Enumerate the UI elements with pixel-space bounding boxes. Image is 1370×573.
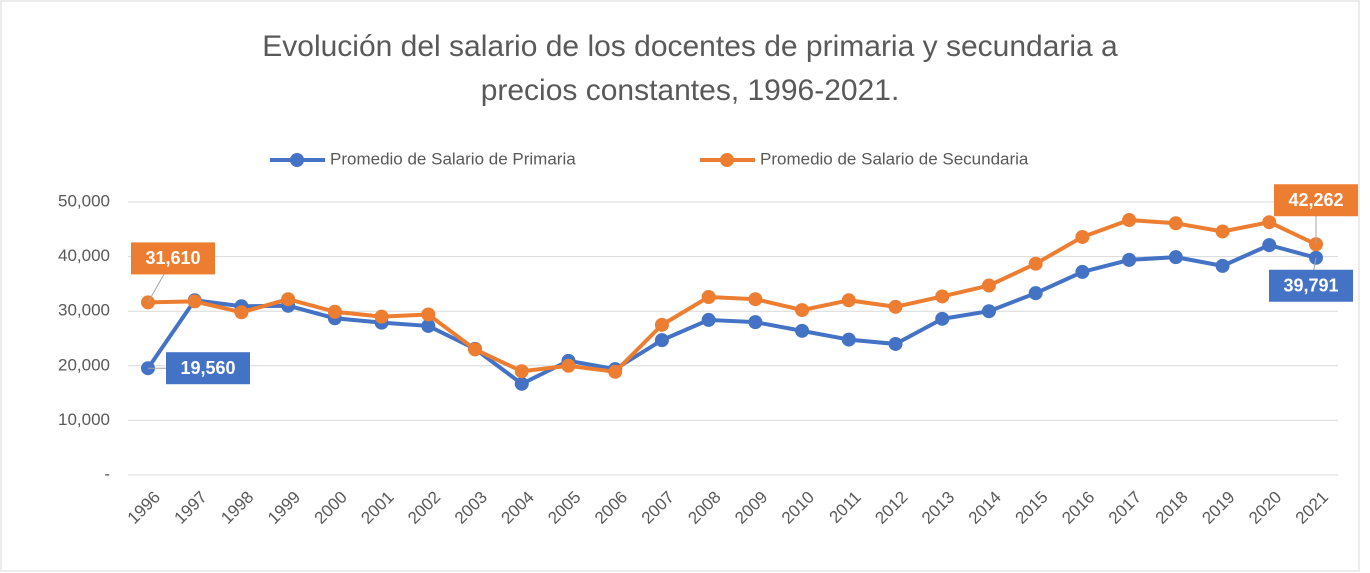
data-point bbox=[234, 305, 249, 320]
data-point bbox=[795, 323, 810, 338]
data-point bbox=[748, 292, 763, 307]
data-point bbox=[281, 292, 296, 307]
data-point bbox=[981, 304, 996, 319]
data-point bbox=[795, 303, 810, 318]
data-point bbox=[468, 342, 483, 357]
data-point bbox=[608, 364, 623, 379]
data-point bbox=[327, 304, 342, 319]
data-point bbox=[841, 293, 856, 308]
data-point bbox=[1028, 256, 1043, 271]
data-point bbox=[1215, 258, 1230, 273]
data-point bbox=[187, 294, 202, 309]
data-point bbox=[935, 311, 950, 326]
series-line bbox=[146, 243, 1317, 386]
data-point bbox=[654, 333, 669, 348]
data-point bbox=[1215, 224, 1230, 239]
data-point bbox=[1122, 252, 1137, 267]
data-point bbox=[1028, 286, 1043, 301]
label-box bbox=[131, 242, 215, 275]
chart-title: Evolución del salario de los docentes de… bbox=[262, 30, 1118, 107]
data-label: 42,262 bbox=[1288, 190, 1343, 210]
y-tick-label: - bbox=[104, 464, 110, 483]
legend-marker bbox=[290, 153, 304, 167]
data-point bbox=[748, 315, 763, 330]
label-box bbox=[1274, 184, 1358, 217]
legend-label: Promedio de Salario de Primaria bbox=[330, 149, 576, 168]
data-point bbox=[1075, 264, 1090, 279]
y-tick-label: 40,000 bbox=[58, 246, 110, 265]
data-point bbox=[561, 358, 576, 373]
data-point bbox=[701, 290, 716, 305]
data-point bbox=[841, 332, 856, 347]
data-point bbox=[514, 364, 529, 379]
data-point bbox=[888, 299, 903, 314]
data-point bbox=[981, 278, 996, 293]
legend-label: Promedio de Salario de Secundaria bbox=[760, 149, 1029, 168]
data-point bbox=[421, 307, 436, 322]
data-point bbox=[1075, 229, 1090, 244]
y-tick-label: 30,000 bbox=[58, 301, 110, 320]
data-label: 39,791 bbox=[1283, 275, 1338, 295]
data-point bbox=[1122, 213, 1137, 228]
data-point bbox=[374, 309, 389, 324]
label-box bbox=[1269, 269, 1353, 302]
data-point bbox=[1168, 216, 1183, 231]
data-point bbox=[654, 317, 669, 332]
data-label: 31,610 bbox=[145, 248, 200, 268]
y-tick-label: 10,000 bbox=[58, 410, 110, 429]
y-tick-label: 50,000 bbox=[58, 191, 110, 210]
data-point bbox=[1168, 250, 1183, 265]
legend-marker bbox=[720, 153, 734, 167]
series-line bbox=[147, 218, 1317, 374]
y-tick-label: 20,000 bbox=[58, 355, 110, 374]
data-point bbox=[1262, 215, 1277, 230]
data-point bbox=[935, 289, 950, 304]
data-point bbox=[421, 318, 436, 333]
data-label: 19,560 bbox=[180, 358, 235, 378]
label-box bbox=[166, 352, 250, 385]
data-point bbox=[701, 312, 716, 327]
data-point bbox=[1262, 238, 1277, 253]
data-point bbox=[888, 336, 903, 351]
data-point bbox=[514, 376, 529, 391]
